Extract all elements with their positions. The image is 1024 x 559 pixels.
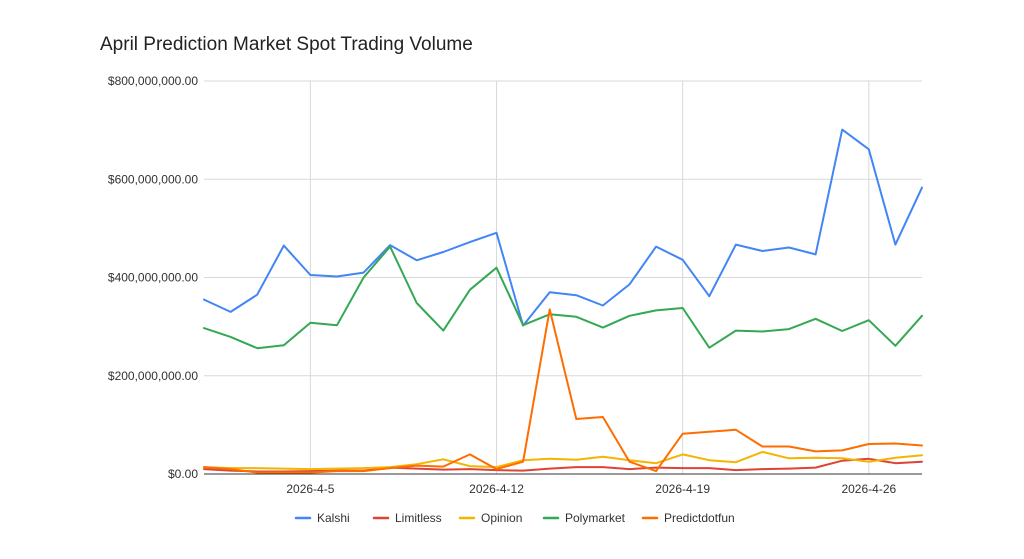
legend-label-limitless: Limitless: [395, 511, 442, 525]
chart-title: April Prediction Market Spot Trading Vol…: [100, 34, 473, 55]
y-tick-label: $0.00: [168, 467, 198, 481]
y-tick-label: $800,000,000.00: [108, 74, 198, 88]
series-line-polymarket: [203, 245, 923, 350]
x-tick-label: 2026-4-5: [286, 482, 334, 496]
x-tick-label: 2026-4-19: [655, 482, 710, 496]
x-tick-label: 2026-4-12: [469, 482, 524, 496]
y-axis-ticks: $0.00 $200,000,000.00 $400,000,000.00 $600,…: [108, 74, 198, 481]
series-line-opinion: [203, 450, 923, 471]
series-line-predictdotfun: [203, 308, 923, 474]
y-tick-label: $400,000,000.00: [108, 271, 198, 285]
legend-label-kalshi: Kalshi: [317, 511, 350, 525]
x-tick-label: 2026-4-26: [841, 482, 896, 496]
legend-label-polymarket: Polymarket: [565, 511, 626, 525]
legend-label-opinion: Opinion: [481, 511, 522, 525]
series-lines: [203, 128, 923, 474]
legend: Kalshi Limitless Opinion Polymarket Predictd…: [294, 511, 735, 525]
grid-lines: [204, 80, 922, 474]
series-line-kalshi: [203, 128, 923, 327]
legend-label-predictdotfun: Predictdotfun: [664, 511, 735, 525]
y-tick-label: $200,000,000.00: [108, 369, 198, 383]
y-tick-label: $600,000,000.00: [108, 172, 198, 186]
x-axis-ticks: 2026-4-5 2026-4-12 2026-4-19 2026-4-26: [286, 482, 896, 496]
